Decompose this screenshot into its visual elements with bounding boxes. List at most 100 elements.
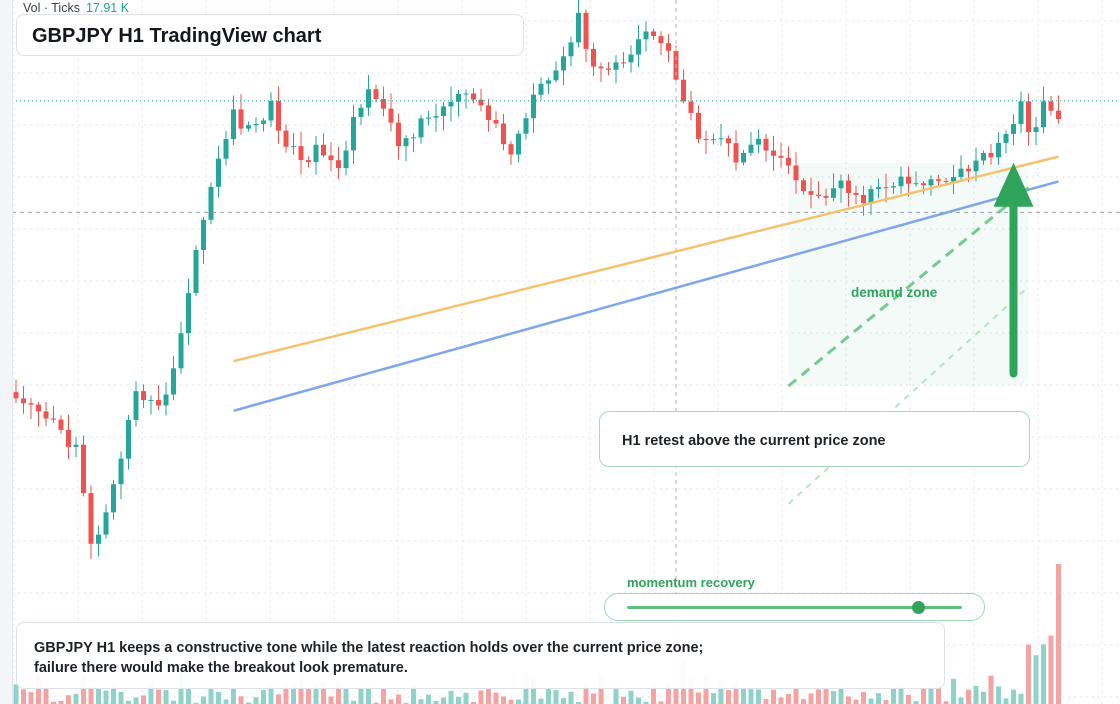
volume-bar [21,689,26,704]
candle-body [336,160,341,169]
volume-bar [801,699,806,704]
volume-bar [898,684,904,704]
candle-body [868,189,874,204]
volume-bar [666,684,671,704]
volume-bar [171,700,176,704]
volume-bar [291,684,296,704]
candle-body [643,31,649,40]
volume-bar [103,690,109,704]
volume-bar [246,702,251,704]
volume-bar [553,690,559,704]
volume-bar [853,699,859,704]
candle-body [681,79,686,102]
candle-body [703,138,709,140]
chart-title: GBPJPY H1 TradingView chart [32,25,322,47]
momentum-slider-thumb[interactable] [912,601,926,614]
volume-bar [388,699,394,704]
volume-bar [88,685,94,704]
volume-bar [313,685,319,704]
candle-body [763,138,769,151]
candle-body [636,39,641,55]
caption-box: GBPJPY H1 keeps a constructive tone whil… [16,622,945,689]
candle-body [741,152,746,163]
volume-bar [726,689,731,704]
candle-body [576,12,581,43]
candle-body [928,179,934,186]
volume-bar [493,692,499,704]
candle-body [816,194,821,196]
candle-body [853,192,859,195]
volume-bar [96,687,101,704]
volume-bar [193,702,199,704]
volume-bar [748,689,754,704]
volume-bar [396,694,401,704]
volume-bar [1041,644,1046,704]
volume-bar [231,687,236,704]
volume-bar [426,694,431,704]
volume-bar [808,693,814,704]
volume-bar [1048,635,1054,704]
candle-body [876,187,881,190]
volume-bar [936,679,941,704]
volume-bar [358,687,364,704]
volume-bar [733,682,739,704]
volume-bar [478,690,484,704]
volume-bar [133,697,139,704]
volume-bar [966,689,971,704]
candle-body [726,138,731,144]
candle-body [178,333,184,369]
volume-bar [763,699,769,704]
volume-bar [216,691,221,704]
candle-body [208,186,214,220]
candle-body [66,429,71,447]
candle-body [1033,127,1039,132]
trend-lines [233,155,1059,505]
candle-body [201,219,206,250]
momentum-slider[interactable] [604,593,985,621]
candle-body [583,12,589,49]
volume-bar [306,688,311,704]
momentum-label: momentum recovery [627,575,755,590]
volume-bar [613,686,619,704]
candle-body [171,368,176,395]
volume-bar [1018,693,1024,704]
volume-bar [711,693,716,704]
candle-body [958,168,964,178]
volume-bar [118,691,124,704]
candle-body [793,165,799,181]
volume-bar [538,698,544,704]
candle-body [216,158,221,187]
candle-body [186,293,191,334]
candle-body [156,400,161,406]
candle-body [628,54,634,63]
price-levels [12,0,1120,704]
demand-zone-label: demand zone [851,285,938,300]
candle-body [433,116,439,118]
volume-bar [951,678,956,704]
candle-body [913,183,919,185]
volume-readout: Vol · Ticks 17.91 K [23,1,129,15]
volume-bar [486,689,491,704]
candle-body [786,157,791,166]
candle-body [351,116,356,151]
volume-bar [838,686,844,704]
volume-bar [576,702,581,704]
volume-bar [921,688,926,704]
candle-body [268,100,274,121]
volume-bar [628,690,634,704]
volume-bar [13,684,19,704]
volume-bar [43,687,49,704]
candle-body [246,125,251,129]
candle-body [861,194,866,204]
candle-body [546,80,551,84]
candle-body [103,512,109,535]
retest-note-box: H1 retest above the current price zone [599,411,1030,467]
chart-title-box: GBPJPY H1 TradingView chart [16,14,524,56]
candle-body [283,130,289,147]
candle-body [418,118,424,138]
volume-bar [673,687,679,704]
candle-body [358,107,364,117]
candle-body [343,150,349,169]
